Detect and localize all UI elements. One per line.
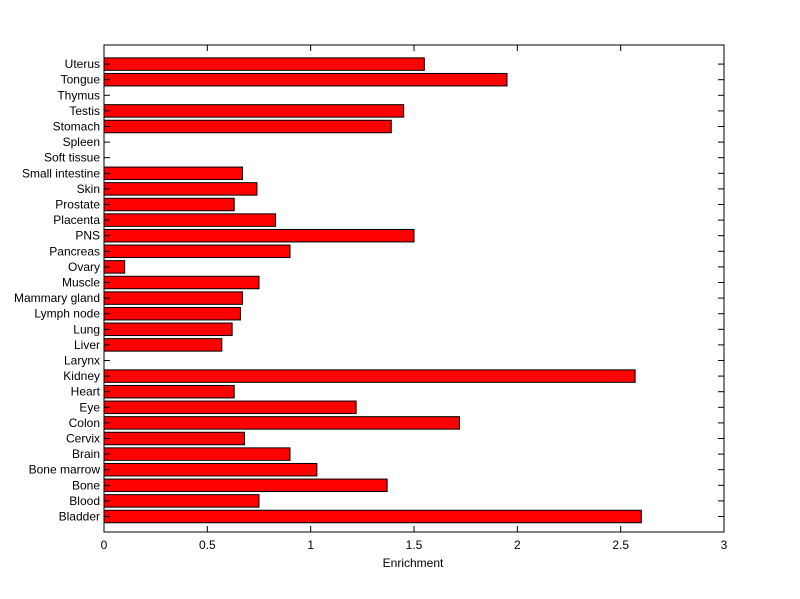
y-tick-label-mammary-gland: Mammary gland <box>14 291 100 305</box>
y-tick-label-bladder: Bladder <box>59 510 100 524</box>
y-tick-label-tongue: Tongue <box>61 73 101 87</box>
bar-tongue <box>103 72 508 87</box>
y-tick-label-lymph-node: Lymph node <box>34 307 100 321</box>
y-tick-label-liver: Liver <box>74 338 100 352</box>
y-tick-label-ovary: Ovary <box>68 260 100 274</box>
y-tick-label-small-intestine: Small intestine <box>22 166 100 180</box>
y-tick-label-testis: Testis <box>69 104 100 118</box>
bar-prostate <box>103 197 235 212</box>
y-tick-label-skin: Skin <box>77 182 100 196</box>
x-tick-label: 1.5 <box>406 538 423 552</box>
bar-cervix <box>103 431 246 446</box>
y-tick-label-bone-marrow: Bone marrow <box>29 463 101 477</box>
y-tick-label-heart: Heart <box>71 385 101 399</box>
bar-skin <box>103 182 258 196</box>
bar-uterus <box>103 57 425 71</box>
y-tick-label-eye: Eye <box>79 400 100 414</box>
y-tick-label-pancreas: Pancreas <box>49 244 100 258</box>
bar-lung <box>103 322 233 337</box>
y-tick-label-cervix: Cervix <box>66 432 100 446</box>
x-tick-labels: 0 0.5 1 1.5 2 2.5 3 <box>101 538 728 552</box>
y-tick-label-blood: Blood <box>69 494 100 508</box>
bar-placenta <box>103 213 277 227</box>
y-tick-label-thymus: Thymus <box>57 88 100 102</box>
x-tick-label: 3 <box>721 538 728 552</box>
y-tick-label-kidney: Kidney <box>63 369 100 383</box>
x-tick-label: 0 <box>101 538 108 552</box>
x-tick-label: 2.5 <box>612 538 629 552</box>
y-tick-label-placenta: Placenta <box>53 213 100 227</box>
x-tick-label: 1 <box>307 538 314 552</box>
bar-muscle <box>103 275 260 290</box>
y-tick-label-lung: Lung <box>73 322 100 336</box>
bar-small-intestine <box>103 166 243 181</box>
y-tick-label-spleen: Spleen <box>63 135 100 149</box>
y-tick-label-soft-tissue: Soft tissue <box>44 151 100 165</box>
bar-pns <box>103 228 415 243</box>
bar-mammary-gland <box>103 291 243 305</box>
bar-kidney <box>103 369 636 383</box>
bar-testis <box>103 104 405 118</box>
y-tick-label-larynx: Larynx <box>64 354 100 368</box>
ticks-group <box>103 45 725 532</box>
x-tick-label: 2 <box>514 538 521 552</box>
y-tick-label-stomach: Stomach <box>53 120 100 134</box>
y-tick-label-muscle: Muscle <box>62 276 100 290</box>
x-axis-title: Enrichment <box>383 556 444 570</box>
bar-brain <box>103 447 291 461</box>
y-tick-label-brain: Brain <box>72 447 100 461</box>
bar-heart <box>103 384 235 399</box>
y-tick-label-bone: Bone <box>72 478 100 492</box>
bar-pancreas <box>103 244 291 259</box>
bar-eye <box>103 400 357 415</box>
bar-blood <box>103 494 260 508</box>
bar-liver <box>103 338 223 352</box>
bar-bladder <box>103 509 642 524</box>
bar-colon <box>103 416 460 430</box>
y-tick-label-prostate: Prostate <box>55 198 100 212</box>
x-tick-label: 0.5 <box>199 538 216 552</box>
bar-lymph-node <box>103 306 241 321</box>
bar-stomach <box>103 119 392 134</box>
plot-frame <box>103 44 725 533</box>
bar-bone <box>103 478 388 493</box>
bar-bone-marrow <box>103 462 318 477</box>
y-tick-label-colon: Colon <box>69 416 100 430</box>
y-tick-label-uterus: Uterus <box>65 57 100 71</box>
y-tick-label-pns: PNS <box>75 229 100 243</box>
